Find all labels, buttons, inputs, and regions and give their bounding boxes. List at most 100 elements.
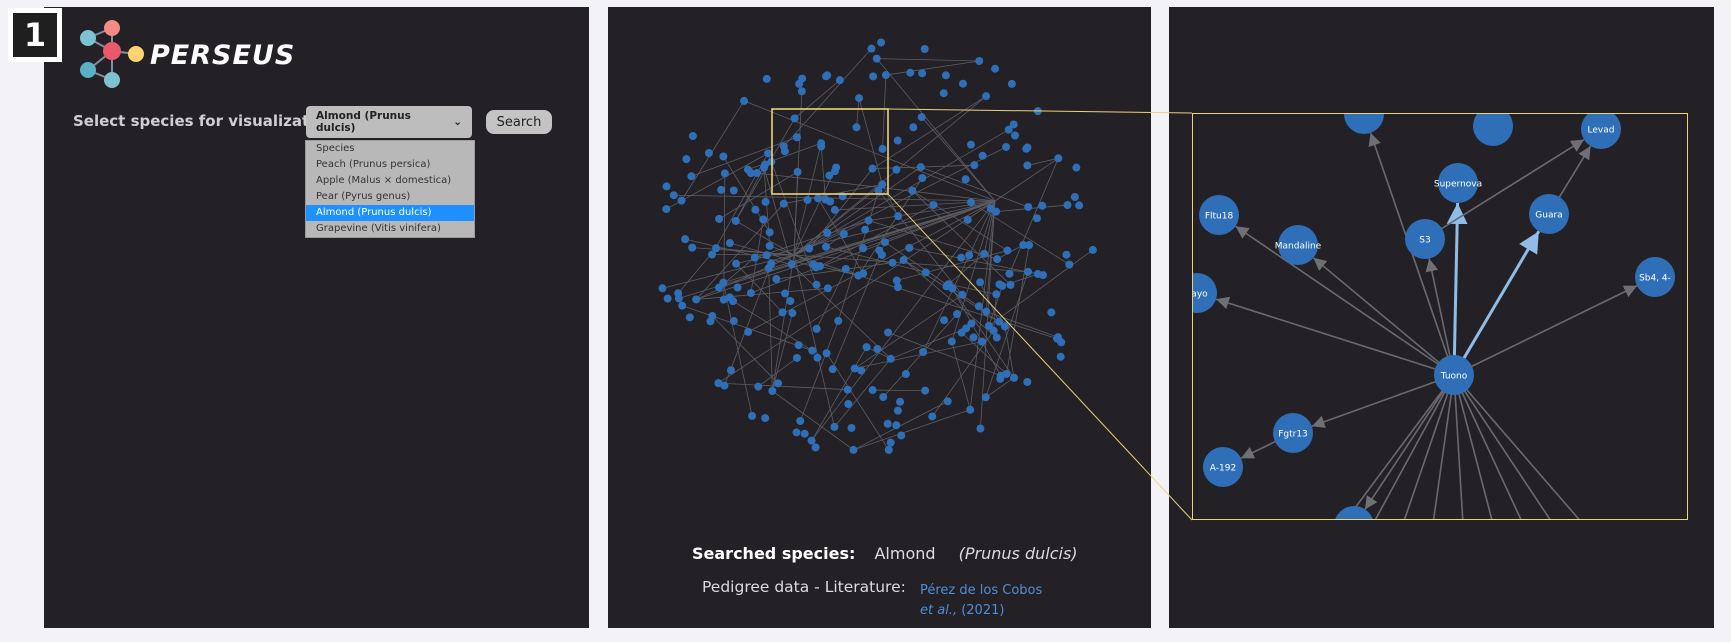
graph-node[interactable] bbox=[662, 182, 671, 191]
graph-node[interactable] bbox=[790, 114, 799, 123]
graph-node[interactable] bbox=[764, 264, 773, 273]
graph-node[interactable] bbox=[823, 228, 832, 237]
graph-node[interactable] bbox=[674, 289, 683, 298]
graph-node[interactable] bbox=[793, 167, 802, 176]
graph-node[interactable] bbox=[958, 79, 967, 88]
graph-node[interactable] bbox=[888, 258, 897, 267]
graph-node[interactable] bbox=[869, 72, 878, 81]
graph-node[interactable] bbox=[1088, 245, 1097, 254]
literature-link-year[interactable]: (2021) bbox=[961, 603, 1005, 618]
graph-node[interactable] bbox=[677, 196, 686, 205]
graph-node[interactable] bbox=[1024, 267, 1033, 276]
graph-node[interactable] bbox=[714, 379, 723, 388]
graph-node[interactable] bbox=[822, 349, 831, 358]
graph-node[interactable]: Fltu18 bbox=[1199, 195, 1239, 235]
graph-node[interactable] bbox=[881, 71, 890, 80]
graph-node[interactable] bbox=[953, 310, 962, 319]
graph-node[interactable] bbox=[762, 251, 771, 260]
graph-node[interactable] bbox=[1054, 154, 1063, 163]
graph-node[interactable] bbox=[947, 337, 956, 346]
graph-node[interactable] bbox=[729, 186, 738, 195]
graph-node[interactable] bbox=[803, 195, 812, 204]
graph-node[interactable] bbox=[844, 400, 853, 409]
graph-node[interactable] bbox=[893, 136, 902, 145]
graph-node[interactable] bbox=[1007, 79, 1016, 88]
graph-node[interactable] bbox=[779, 199, 788, 208]
graph-node[interactable] bbox=[786, 297, 795, 306]
graph-node[interactable] bbox=[991, 64, 1000, 73]
graph-node[interactable] bbox=[919, 348, 928, 357]
graph-node[interactable] bbox=[682, 155, 691, 164]
graph-node[interactable] bbox=[781, 289, 790, 298]
graph-node[interactable] bbox=[843, 385, 852, 394]
graph-node[interactable] bbox=[957, 328, 966, 337]
graph-node[interactable] bbox=[761, 197, 770, 206]
graph-node[interactable] bbox=[886, 354, 895, 363]
graph-node[interactable]: Guara bbox=[1529, 194, 1569, 234]
graph-node[interactable] bbox=[688, 243, 697, 252]
graph-node[interactable] bbox=[868, 164, 877, 173]
graph-node[interactable] bbox=[901, 370, 910, 379]
graph-node[interactable] bbox=[884, 445, 893, 454]
graph-node[interactable] bbox=[767, 157, 776, 166]
graph-node[interactable] bbox=[794, 341, 803, 350]
graph-node[interactable] bbox=[921, 386, 930, 395]
graph-node[interactable] bbox=[1072, 163, 1081, 172]
graph-node[interactable] bbox=[1054, 333, 1063, 342]
graph-node[interactable] bbox=[1062, 250, 1071, 259]
graph-node[interactable] bbox=[744, 327, 753, 336]
graph-node[interactable] bbox=[669, 191, 678, 200]
graph-node[interactable] bbox=[1065, 260, 1074, 269]
graph-node[interactable] bbox=[1047, 308, 1056, 317]
graph-node[interactable] bbox=[835, 76, 844, 85]
graph-node[interactable] bbox=[905, 243, 914, 252]
graph-node[interactable] bbox=[726, 366, 735, 375]
graph-node[interactable] bbox=[743, 165, 752, 174]
graph-node[interactable] bbox=[1010, 373, 1019, 382]
graph-node[interactable] bbox=[880, 238, 889, 247]
graph-node[interactable] bbox=[732, 259, 741, 268]
graph-node[interactable] bbox=[961, 175, 970, 184]
graph-node[interactable] bbox=[788, 309, 797, 318]
graph-node[interactable] bbox=[1004, 125, 1013, 134]
graph-node[interactable] bbox=[939, 89, 948, 98]
zoomed-graph-view[interactable]: Levad Supernova Guara Fltu18 S3 Mandaline Sb4,… bbox=[1192, 113, 1688, 520]
graph-node[interactable] bbox=[976, 424, 985, 433]
species-option[interactable]: Apple (Malus × domestica) bbox=[316, 175, 452, 186]
graph-node[interactable] bbox=[746, 288, 755, 297]
graph-node[interactable] bbox=[1002, 142, 1011, 151]
graph-node[interactable] bbox=[920, 44, 929, 53]
graph-node[interactable] bbox=[733, 283, 742, 292]
graph-node[interactable] bbox=[1063, 201, 1072, 210]
graph-node[interactable] bbox=[792, 133, 801, 142]
graph-node[interactable] bbox=[764, 149, 773, 158]
graph-node[interactable] bbox=[877, 250, 886, 259]
graph-node[interactable] bbox=[687, 172, 696, 181]
graph-node[interactable] bbox=[966, 405, 975, 414]
graph-node[interactable] bbox=[859, 244, 868, 253]
graph-node[interactable] bbox=[688, 131, 697, 140]
graph-node[interactable] bbox=[978, 151, 987, 160]
literature-link-authors[interactable]: Pérez de los Cobos bbox=[920, 583, 1043, 598]
graph-node[interactable] bbox=[943, 397, 952, 406]
graph-node[interactable] bbox=[704, 149, 713, 158]
graph-node[interactable] bbox=[940, 316, 949, 325]
graph-node[interactable] bbox=[811, 263, 820, 272]
graph-node[interactable] bbox=[748, 411, 757, 420]
graph-node[interactable] bbox=[772, 275, 781, 284]
graph-node[interactable] bbox=[811, 443, 820, 452]
graph-node[interactable]: Levad bbox=[1581, 114, 1621, 149]
graph-node[interactable] bbox=[897, 431, 906, 440]
graph-node[interactable] bbox=[812, 280, 821, 289]
graph-node[interactable] bbox=[879, 393, 888, 402]
graph-node[interactable] bbox=[731, 216, 740, 225]
graph-node[interactable] bbox=[821, 195, 830, 204]
graph-node[interactable]: Tuono bbox=[1434, 355, 1474, 395]
graph-node[interactable] bbox=[812, 324, 821, 333]
species-option[interactable]: Peach (Prunus persica) bbox=[316, 159, 431, 170]
graph-node[interactable] bbox=[981, 393, 990, 402]
graph-node[interactable] bbox=[834, 316, 843, 325]
graph-node[interactable] bbox=[918, 69, 927, 78]
graph-node[interactable] bbox=[1023, 143, 1032, 152]
graph-node[interactable] bbox=[993, 255, 1002, 264]
